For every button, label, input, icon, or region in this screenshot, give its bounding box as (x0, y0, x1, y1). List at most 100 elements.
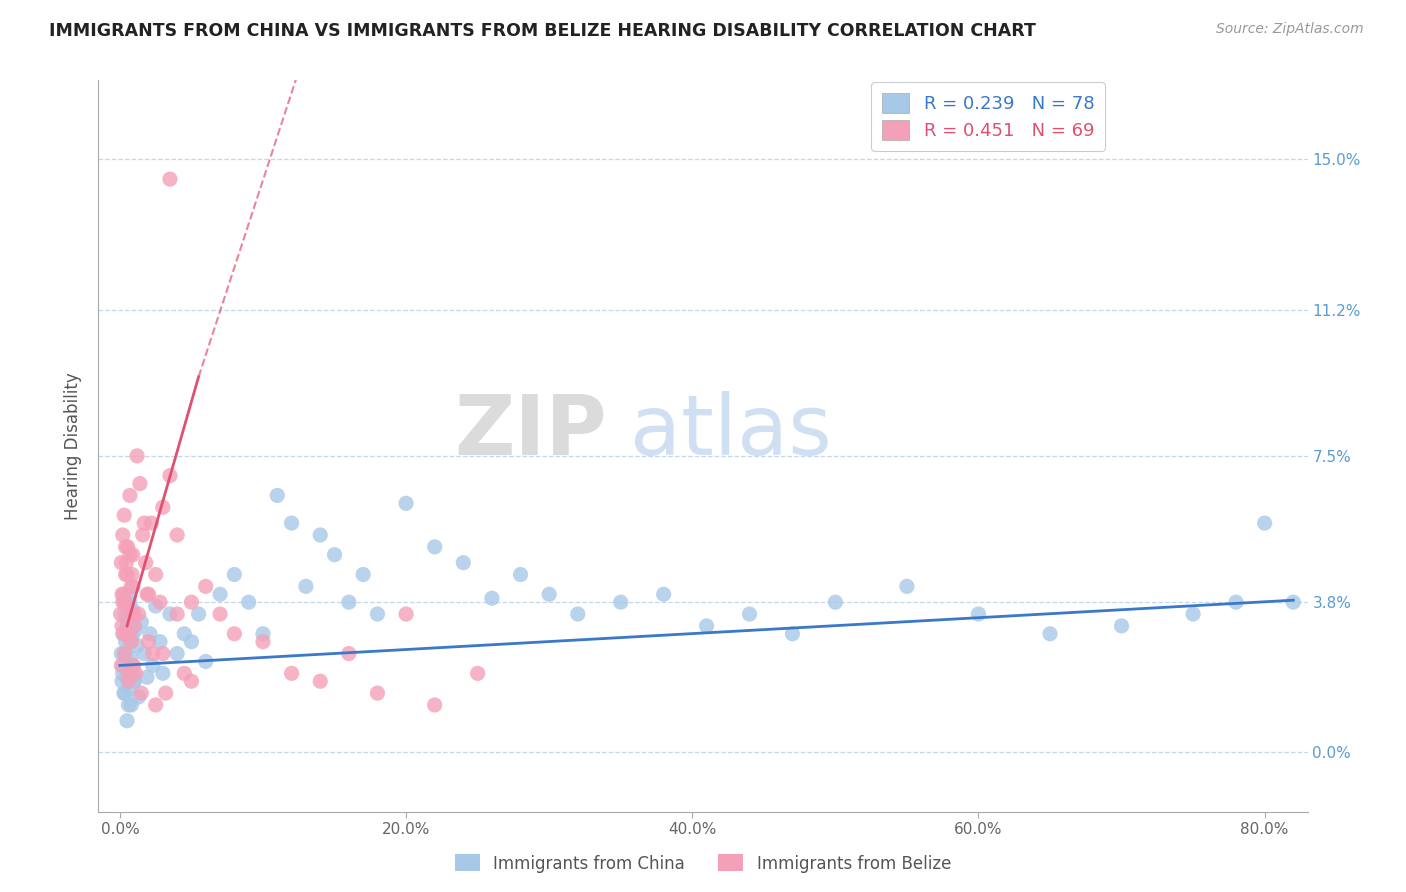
Point (1253, 516, 1275, 530)
Point (115, 627, 138, 641)
Point (117, 587, 139, 601)
Text: atlas: atlas (630, 391, 832, 472)
Point (1039, 627, 1062, 641)
Point (117, 627, 139, 641)
Point (118, 548, 141, 562)
Point (112, 647, 135, 661)
Point (120, 579, 142, 593)
Point (652, 587, 675, 601)
Point (136, 670, 159, 684)
Point (111, 619, 134, 633)
Point (118, 666, 141, 681)
Point (118, 682, 141, 697)
Point (423, 540, 446, 554)
Point (896, 579, 918, 593)
Point (145, 567, 167, 582)
Point (112, 587, 135, 601)
Point (166, 607, 188, 621)
Point (118, 634, 141, 648)
Point (131, 686, 153, 700)
Point (295, 579, 318, 593)
Point (395, 607, 418, 621)
Point (337, 595, 360, 609)
Point (115, 714, 138, 728)
Point (122, 658, 145, 673)
Point (166, 528, 188, 542)
Point (111, 674, 134, 689)
Point (824, 595, 846, 609)
Legend: Immigrants from China, Immigrants from Belize: Immigrants from China, Immigrants from B… (449, 847, 957, 880)
Point (120, 698, 142, 712)
Point (121, 567, 143, 582)
Point (187, 607, 209, 621)
Text: IMMIGRANTS FROM CHINA VS IMMIGRANTS FROM BELIZE HEARING DISABILITY CORRELATION C: IMMIGRANTS FROM CHINA VS IMMIGRANTS FROM… (49, 22, 1036, 40)
Point (152, 500, 174, 515)
Point (125, 639, 148, 653)
Point (112, 686, 135, 700)
Point (115, 670, 138, 684)
Point (180, 634, 202, 648)
Point (138, 587, 160, 601)
Point (114, 567, 136, 582)
Point (366, 686, 388, 700)
Point (152, 647, 174, 661)
Point (122, 666, 145, 681)
Point (145, 599, 167, 614)
Point (609, 595, 631, 609)
Point (352, 567, 374, 582)
Point (122, 619, 145, 633)
Point (209, 607, 232, 621)
Point (134, 516, 156, 530)
Point (738, 607, 761, 621)
Point (111, 627, 134, 641)
Point (149, 595, 172, 609)
Point (110, 647, 132, 661)
Point (111, 587, 134, 601)
Point (118, 595, 141, 609)
Point (180, 595, 202, 609)
Point (114, 607, 136, 621)
Point (120, 627, 142, 641)
Point (110, 658, 132, 673)
Point (141, 516, 163, 530)
Point (467, 666, 489, 681)
Y-axis label: Hearing Disability: Hearing Disability (65, 372, 83, 520)
Point (120, 650, 142, 665)
Point (124, 666, 146, 681)
Point (120, 634, 142, 648)
Point (117, 662, 139, 676)
Text: Source: ZipAtlas.com: Source: ZipAtlas.com (1216, 22, 1364, 37)
Point (115, 567, 138, 582)
Point (115, 556, 138, 570)
Point (1282, 595, 1305, 609)
Point (1111, 619, 1133, 633)
Point (309, 674, 332, 689)
Point (224, 627, 246, 641)
Point (139, 627, 162, 641)
Point (121, 579, 143, 593)
Point (567, 607, 589, 621)
Point (696, 619, 718, 633)
Point (121, 631, 143, 645)
Point (782, 627, 804, 641)
Point (194, 579, 217, 593)
Point (159, 468, 181, 483)
Point (145, 698, 167, 712)
Point (509, 567, 531, 582)
Point (117, 540, 139, 554)
Point (125, 449, 148, 463)
Point (122, 607, 145, 621)
Point (309, 528, 332, 542)
Point (166, 647, 188, 661)
Point (112, 627, 135, 641)
Point (323, 548, 346, 562)
Point (127, 690, 149, 704)
Point (136, 587, 159, 601)
Point (111, 595, 134, 609)
Point (142, 647, 165, 661)
Point (121, 548, 143, 562)
Point (122, 674, 145, 689)
Point (134, 647, 156, 661)
Point (110, 607, 132, 621)
Point (111, 666, 134, 681)
